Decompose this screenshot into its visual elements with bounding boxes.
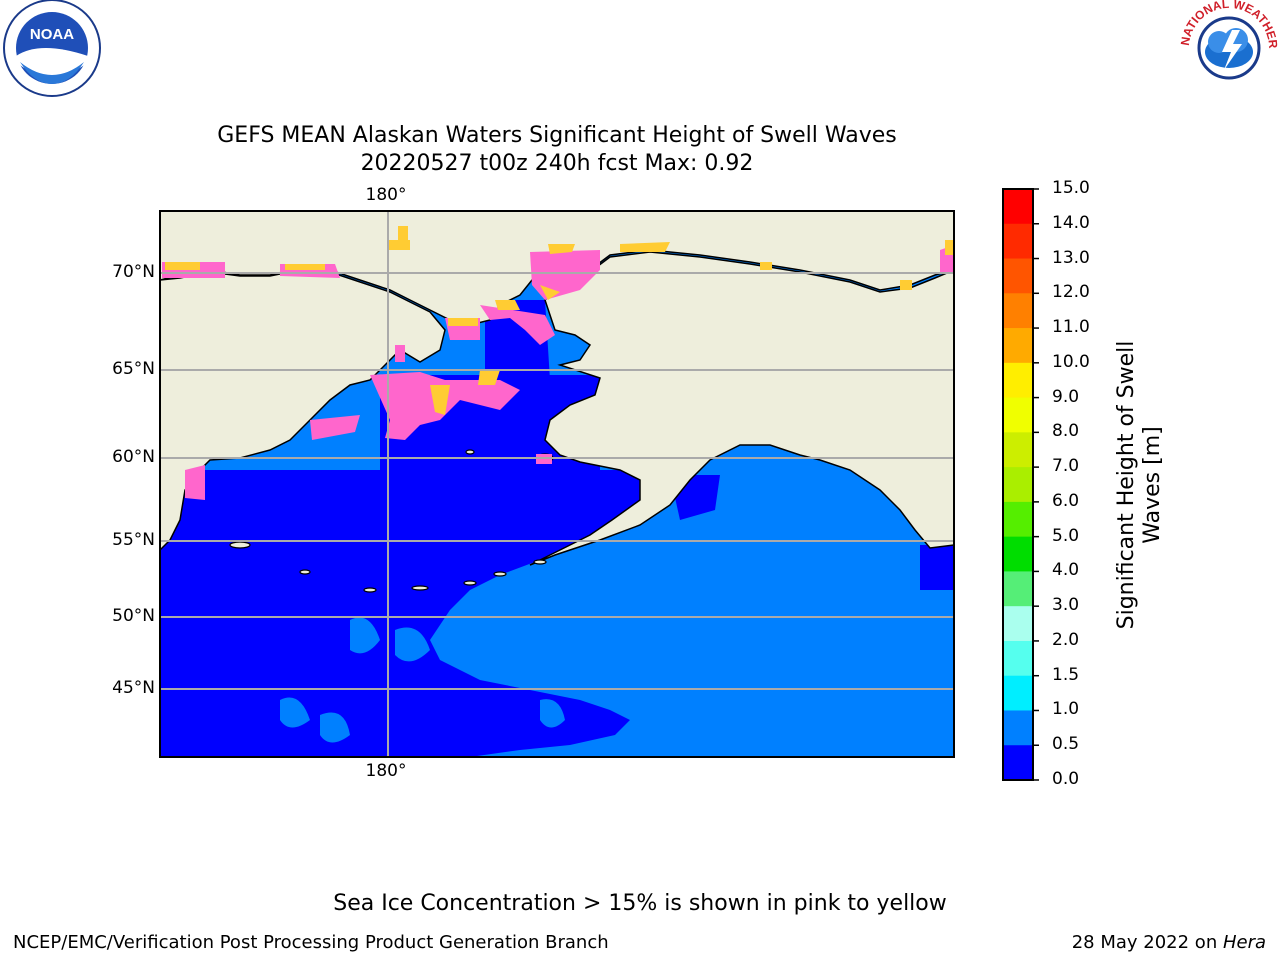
colorbar-bin — [1003, 432, 1033, 468]
colorbar-tick-label: 1.0 — [1052, 699, 1080, 720]
colorbar-bin — [1003, 675, 1033, 711]
colorbar-label-line2: Waves [m] — [1140, 426, 1165, 544]
colorbar-tick-label: 4.0 — [1052, 560, 1080, 581]
colorbar-bin — [1003, 710, 1033, 746]
colorbar-bin — [1003, 745, 1033, 781]
lat-label-50: 50°N — [112, 606, 155, 626]
colorbar-tick-label: 8.0 — [1052, 421, 1080, 442]
colorbar-tick-label: 13.0 — [1052, 247, 1090, 268]
colorbar-tick-label: 10.0 — [1052, 351, 1090, 372]
lat-label-55: 55°N — [112, 530, 155, 550]
noaa-logo: NOAA — [3, 0, 101, 97]
colorbar-bin — [1003, 258, 1033, 294]
machine-name: Hera — [1222, 932, 1266, 953]
colorbar-bin — [1003, 397, 1033, 433]
colorbar-tick-label: 9.0 — [1052, 386, 1080, 407]
colorbar-tick-label: 0.5 — [1052, 734, 1080, 755]
colorbar-tick-label: 1.5 — [1052, 664, 1080, 685]
noaa-logo-text: NOAA — [30, 26, 74, 43]
run-date: 28 May 2022 on Hera — [1072, 932, 1266, 953]
colorbar — [1003, 188, 1039, 781]
sea-ice-note: Sea Ice Concentration > 15% is shown in … — [333, 891, 947, 916]
credit-text: NCEP/EMC/Verification Post Processing Pr… — [13, 932, 609, 953]
colorbar-tick-label: 12.0 — [1052, 282, 1090, 303]
colorbar-tick-label: 15.0 — [1052, 178, 1090, 198]
colorbar-bin — [1003, 223, 1033, 260]
lat-label-65: 65°N — [112, 359, 155, 379]
chart-subtitle: 20220527 t00z 240h fcst Max: 0.92 — [360, 151, 754, 176]
colorbar-tick-label: 3.0 — [1052, 595, 1080, 616]
lat-label-45: 45°N — [112, 678, 155, 698]
lat-label-60: 60°N — [112, 447, 155, 467]
colorbar-tick-label: 14.0 — [1052, 212, 1090, 233]
colorbar-bin — [1003, 467, 1033, 503]
colorbar-label-line1: Significant Height of Swell — [1114, 340, 1139, 630]
colorbar-bin — [1003, 362, 1033, 399]
colorbar-bin — [1003, 189, 1033, 225]
chart-title: GEFS MEAN Alaskan Waters Significant Hei… — [217, 123, 897, 148]
colorbar-tick-label: 11.0 — [1052, 317, 1090, 338]
colorbar-tick-label: 7.0 — [1052, 456, 1080, 477]
lat-label-70: 70°N — [112, 262, 155, 282]
map-frame — [159, 210, 955, 758]
colorbar-bin — [1003, 501, 1033, 538]
lon-label-bottom: 180° — [365, 761, 407, 781]
colorbar-bin — [1003, 606, 1033, 642]
colorbar-bin — [1003, 293, 1033, 329]
sea-ice — [162, 226, 954, 500]
colorbar-bin — [1003, 640, 1033, 677]
colorbar-frame — [1002, 188, 1034, 781]
colorbar-tick-label: 2.0 — [1052, 629, 1080, 650]
lon-label-top: 180° — [365, 185, 407, 205]
colorbar-bin — [1003, 536, 1033, 572]
colorbar-bin — [1003, 328, 1033, 364]
colorbar-bin — [1003, 571, 1033, 607]
colorbar-tick-label: 5.0 — [1052, 525, 1080, 546]
colorbar-tick-label: 0.0 — [1052, 769, 1080, 789]
logos: NOAA NATIONAL WEATHER SERVICE — [0, 0, 1280, 97]
graticule — [160, 211, 954, 757]
colorbar-tick-label: 6.0 — [1052, 490, 1080, 511]
run-date-text: 28 May 2022 on — [1071, 932, 1223, 953]
